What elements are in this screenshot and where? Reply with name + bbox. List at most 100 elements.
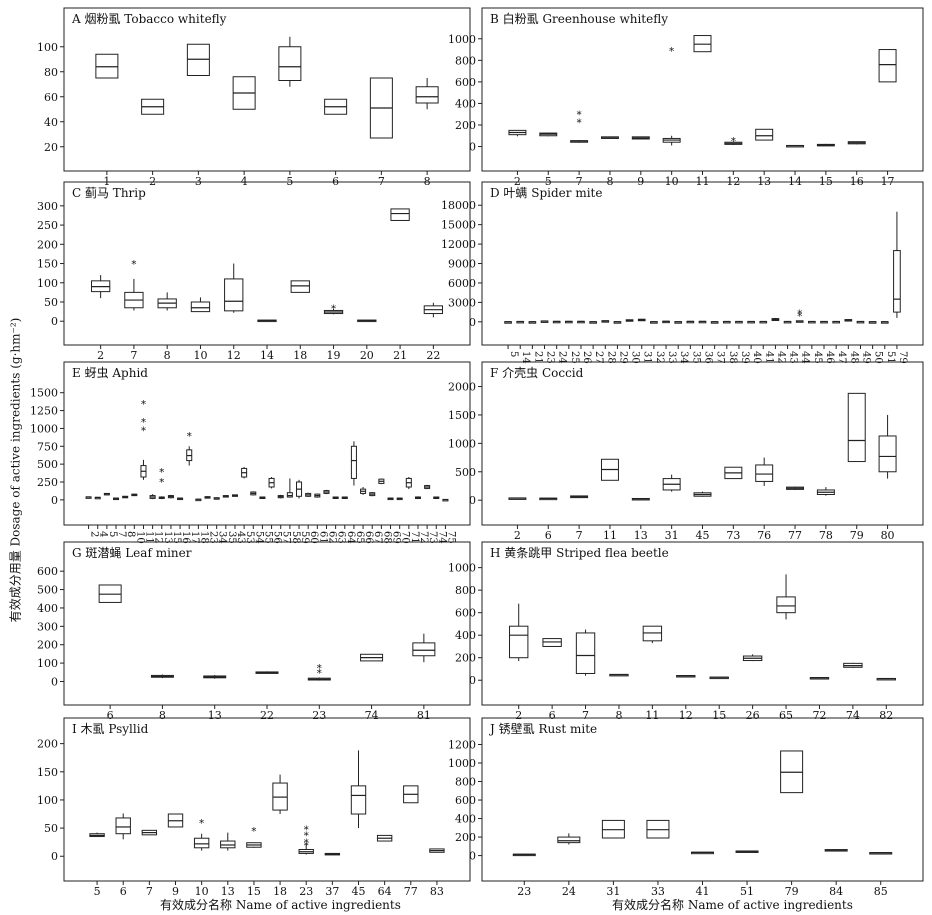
x-tick-label: 15: [171, 531, 182, 544]
x-tick-label: 10: [193, 349, 207, 362]
y-tick-label: 600: [455, 794, 476, 807]
x-tick-label: 73: [726, 529, 740, 542]
x-tick-label: 41: [696, 885, 710, 898]
panel-title: A 烟粉虱 Tobacco whitefly: [71, 12, 227, 26]
x-tick-label: 18: [198, 531, 209, 544]
y-axis-label-container: 有效成分用量 Dosage of active ingredients (g·h…: [0, 0, 30, 915]
y-tick-label: 150: [37, 258, 58, 271]
x-tick-label: 23: [312, 709, 326, 722]
x-tick-label: 31: [665, 529, 679, 542]
box: [95, 53, 119, 79]
x-tick-label: 7: [116, 531, 127, 537]
box: [224, 278, 244, 312]
x-tick-label: 2: [97, 349, 104, 362]
y-tick-label: 0: [51, 315, 58, 328]
x-tick-label: 37: [325, 885, 339, 898]
y-tick-label: 0: [469, 316, 476, 329]
x-tick-label: 77: [788, 529, 802, 542]
y-tick-label: 800: [455, 776, 476, 789]
panel-title: G 斑潜蝇 Leaf miner: [72, 546, 192, 560]
x-tick-label: 38: [727, 351, 738, 364]
y-tick-label: 100: [37, 657, 58, 670]
y-tick-label: 50: [44, 296, 58, 309]
y-tick-label: 0: [469, 141, 476, 154]
x-tick-label: 80: [881, 529, 895, 542]
x-tick-label: 61: [317, 531, 328, 544]
y-tick-label: 150: [37, 766, 58, 779]
panel-title: J 锈壁虱 Rust mite: [488, 721, 597, 736]
box: [575, 632, 596, 674]
x-tick-label: 19: [327, 349, 341, 362]
outlier-marker: *: [187, 432, 192, 443]
x-tick-label: 35: [226, 531, 237, 544]
outlier-marker: *: [669, 47, 674, 58]
x-tick-label: 43: [788, 351, 799, 364]
y-tick-label: 500: [455, 466, 476, 479]
y-tick-label: 2000: [448, 381, 476, 394]
panel-frame: [63, 7, 471, 172]
y-tick-label: 250: [37, 219, 58, 232]
x-tick-label: 60: [308, 531, 319, 544]
x-tick-label: 2: [514, 529, 521, 542]
panel-frame: [63, 541, 471, 706]
x-tick-label: 41: [763, 351, 774, 364]
x-tick-label: 56: [272, 531, 283, 544]
x-tick-label: 7: [582, 709, 589, 722]
box: [350, 445, 357, 479]
outlier-marker: *: [577, 110, 582, 121]
x-tick-label: 22: [426, 349, 440, 362]
y-tick-label: 100: [37, 794, 58, 807]
box: [186, 43, 210, 76]
x-tick-label: 39: [739, 351, 750, 364]
x-tick-label: 71: [409, 531, 420, 544]
y-tick-label: 0: [51, 675, 58, 688]
y-tick-label: 1200: [448, 738, 476, 751]
y-tick-label: 500: [37, 458, 58, 471]
y-tick-label: 20: [44, 141, 58, 154]
x-tick-label: 24: [562, 885, 576, 898]
panel-title: F 介壳虫 Coccid: [490, 366, 584, 380]
x-tick-label: 22: [260, 709, 274, 722]
panel-frame: [63, 361, 471, 526]
y-tick-label: 200: [37, 238, 58, 251]
y-axis-label: 有效成分用量 Dosage of active ingredients (g·h…: [8, 317, 23, 623]
box: [278, 46, 302, 81]
x-tick-label: 82: [879, 709, 893, 722]
outlier-marker: *: [141, 399, 146, 410]
x-tick-label: 46: [824, 351, 835, 364]
box: [878, 49, 897, 83]
x-tick-label: 7: [146, 885, 153, 898]
x-tick-label: 9: [172, 885, 179, 898]
x-tick-label: 27: [593, 351, 604, 364]
x-tick-label: 44: [800, 351, 811, 364]
x-tick-label: 15: [247, 885, 261, 898]
x-tick-label: 7: [130, 349, 137, 362]
x-tick-label: 20: [360, 349, 374, 362]
x-tick-label: 12: [153, 531, 164, 544]
box: [878, 435, 897, 473]
x-tick-label: 12: [227, 349, 241, 362]
x-tick-label: 72: [812, 709, 826, 722]
x-tick-label: 26: [746, 709, 760, 722]
x-tick-label: 21: [393, 349, 407, 362]
x-tick-label: 64: [378, 885, 392, 898]
x-tick-label: 49: [860, 351, 871, 364]
y-tick-label: 800: [455, 584, 476, 597]
x-tick-label: 72: [418, 531, 429, 544]
x-tick-label: 4: [98, 531, 109, 537]
x-tick-label: 15: [712, 709, 726, 722]
box: [415, 86, 439, 104]
outlier-marker: *: [797, 309, 802, 320]
x-tick-label: 79: [850, 529, 864, 542]
y-tick-label: 18000: [441, 199, 476, 212]
y-tick-label: 0: [469, 674, 476, 687]
x-tick-label: 63: [336, 531, 347, 544]
y-tick-label: 80: [44, 66, 58, 79]
x-tick-label: 68: [381, 531, 392, 544]
x-tick-label: 51: [885, 351, 896, 364]
y-tick-label: 200: [455, 652, 476, 665]
y-tick-label: 500: [37, 584, 58, 597]
x-tick-label: 65: [354, 531, 365, 544]
panel-frame: [481, 717, 924, 882]
x-tick-label: 5: [94, 885, 101, 898]
